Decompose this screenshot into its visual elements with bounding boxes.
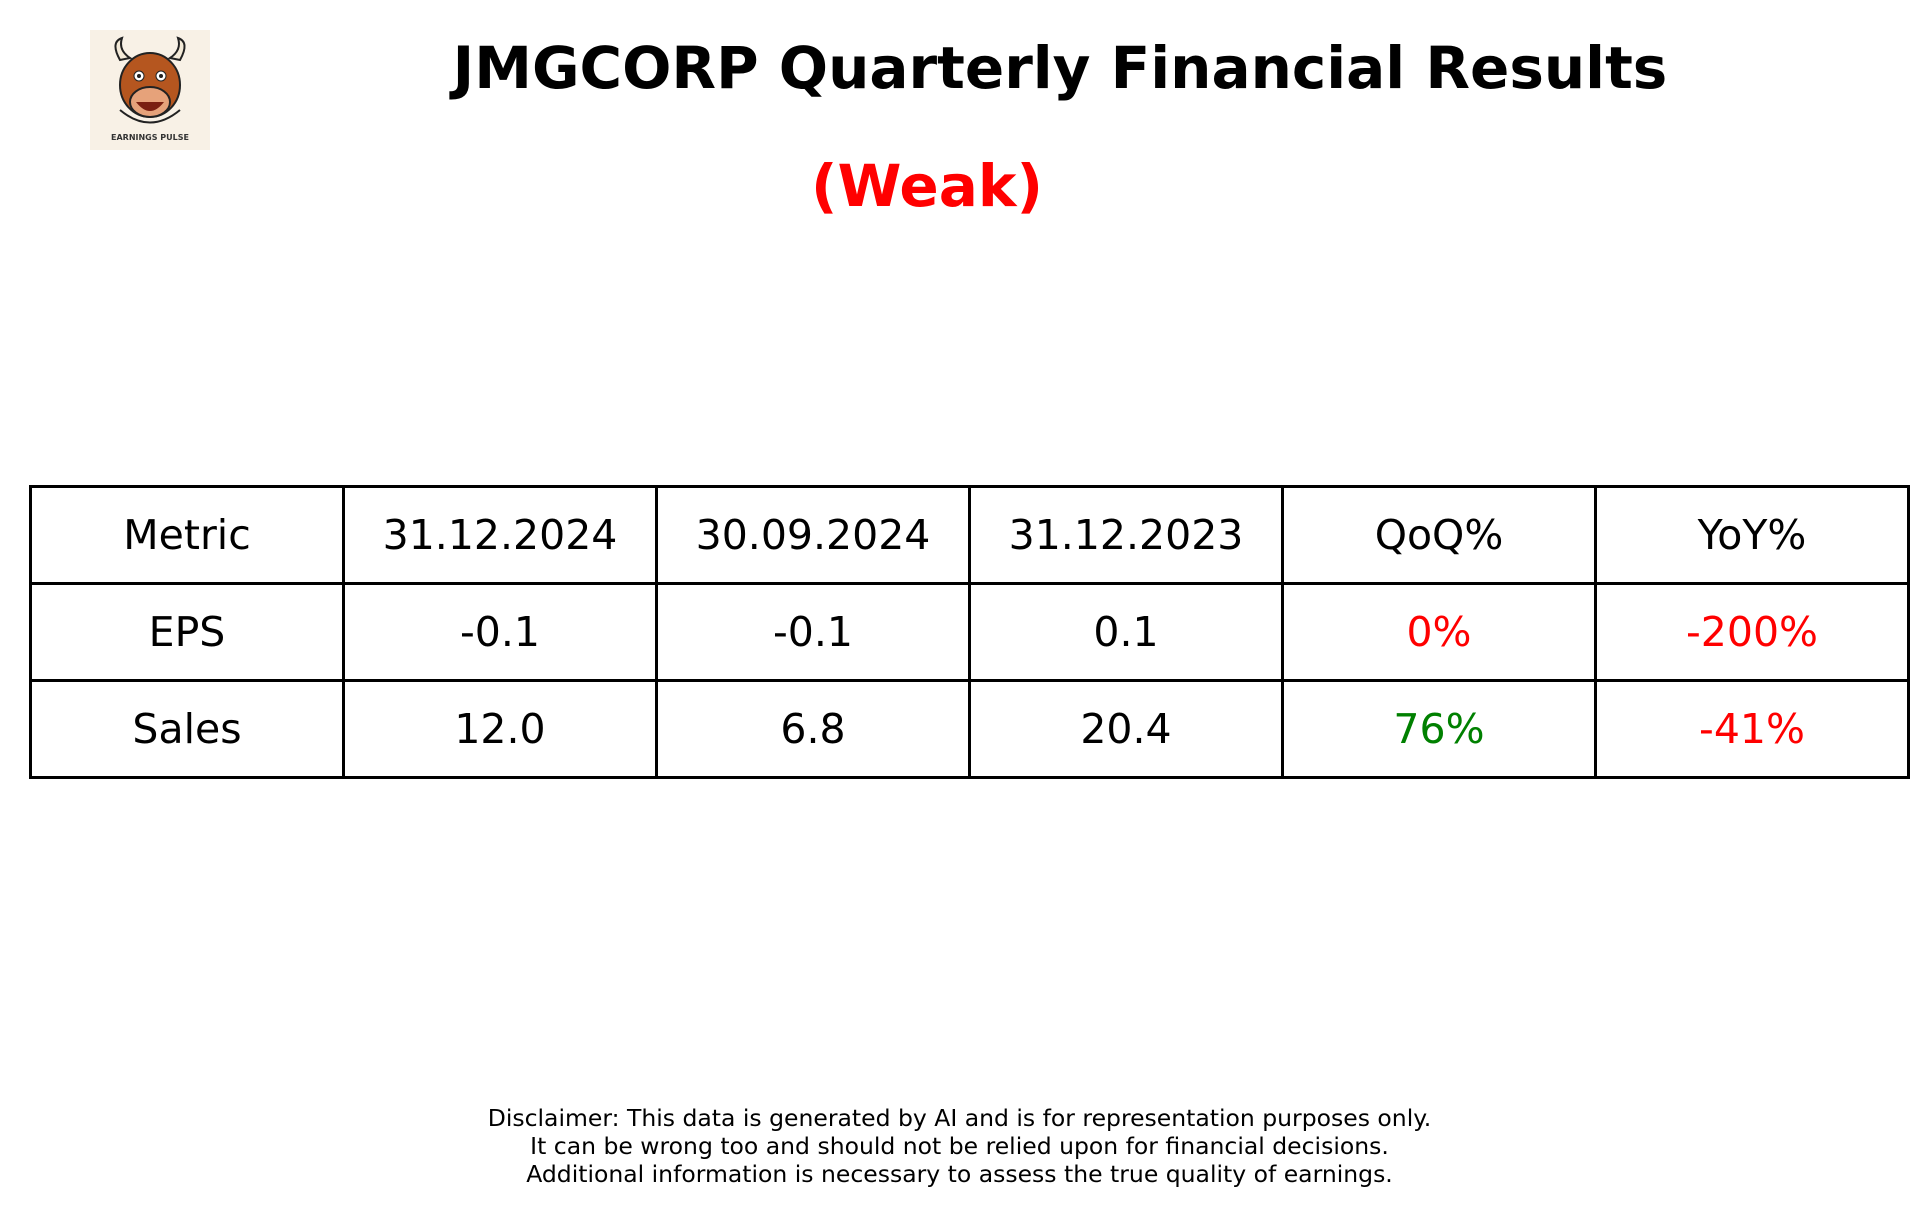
table-cell: -0.1 [655, 582, 971, 682]
column-header: YoY% [1594, 485, 1910, 585]
logo-icon [114, 36, 186, 124]
table-cell: 0.1 [968, 582, 1284, 682]
column-header: 31.12.2024 [342, 485, 658, 585]
disclaimer-line: Additional information is necessary to a… [526, 1160, 1393, 1188]
header-row: Metric 31.12.2024 30.09.2024 31.12.2023 QoQ%… [29, 485, 1910, 585]
table-cell: Sales [29, 679, 345, 779]
rating: (Weak) [811, 152, 1043, 220]
logo: EARNINGS PULSE [90, 30, 210, 150]
disclaimer-line: Disclaimer: This data is generated by AI… [487, 1104, 1432, 1132]
table-row: EPS -0.1 -0.1 0.1 0% -200% [29, 582, 1910, 682]
table-cell: EPS [29, 582, 345, 682]
table-cell: -0.1 [342, 582, 658, 682]
table-cell: -200% [1594, 582, 1910, 682]
column-header: QoQ% [1281, 485, 1597, 585]
results-table: Metric 31.12.2024 30.09.2024 31.12.2023 QoQ%… [29, 485, 1910, 779]
column-header: Metric [29, 485, 345, 585]
page-title: JMGCORP Quarterly Financial Results [452, 34, 1668, 102]
table-row: Sales 12.0 6.8 20.4 76% -41% [29, 679, 1910, 779]
disclaimer-line: It can be wrong too and should not be re… [530, 1132, 1389, 1160]
disclaimer: Disclaimer: This data is generated by AI… [0, 1104, 1919, 1188]
table-cell: 76% [1281, 679, 1597, 779]
table-cell: 6.8 [655, 679, 971, 779]
table-cell: -41% [1594, 679, 1910, 779]
table-cell: 0% [1281, 582, 1597, 682]
column-header: 31.12.2023 [968, 485, 1284, 585]
logo-text: EARNINGS PULSE [111, 133, 189, 142]
column-header: 30.09.2024 [655, 485, 971, 585]
table-cell: 12.0 [342, 679, 658, 779]
table-cell: 20.4 [968, 679, 1284, 779]
